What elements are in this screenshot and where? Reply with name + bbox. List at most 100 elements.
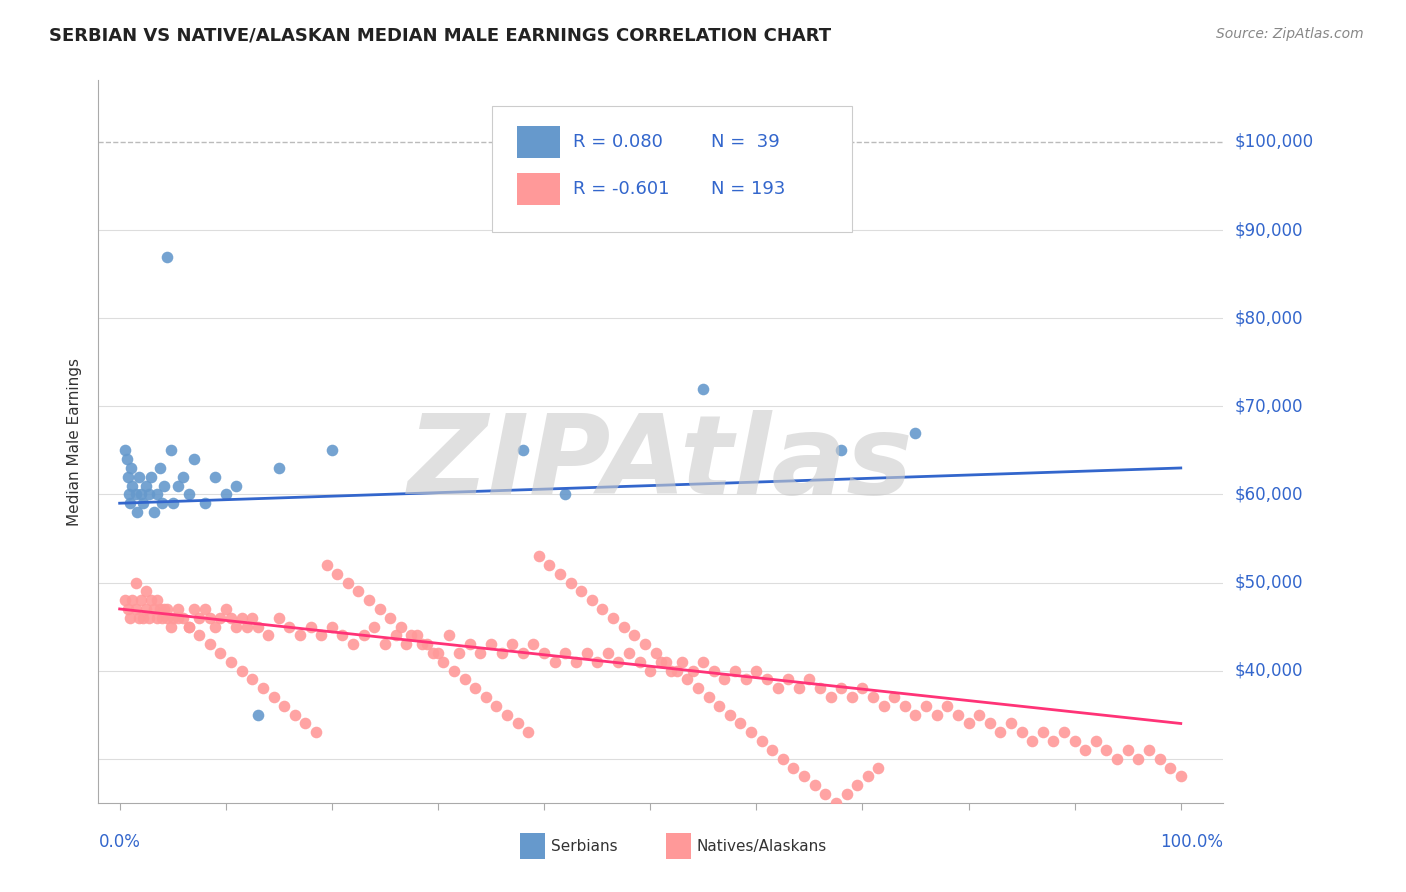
Point (368, 602, 391, 616)
Text: $90,000: $90,000 (1234, 221, 1303, 239)
Point (671, 655, 693, 669)
Point (565, 655, 588, 669)
Point (512, 646, 534, 660)
Point (416, 637, 439, 651)
Point (650, 655, 672, 669)
Point (315, 558, 337, 572)
Point (288, 628, 311, 642)
Point (309, 628, 332, 642)
Point (686, 681, 709, 696)
Point (156, 611, 179, 625)
Text: 0.0%: 0.0% (98, 833, 141, 851)
Point (299, 619, 322, 633)
Point (793, 769, 815, 783)
Point (957, 716, 980, 731)
Point (665, 664, 688, 678)
Point (120, 496, 142, 510)
Point (215, 602, 238, 616)
Point (808, 681, 831, 696)
Point (1000, 716, 1022, 731)
Point (638, 664, 661, 678)
Point (1042, 734, 1064, 748)
Point (138, 611, 160, 625)
Point (846, 778, 869, 792)
Point (432, 655, 454, 669)
Point (835, 787, 858, 801)
Point (814, 787, 837, 801)
Point (1137, 743, 1160, 757)
Point (159, 443, 181, 458)
Point (1095, 743, 1118, 757)
Point (225, 619, 247, 633)
Point (193, 496, 215, 510)
Point (162, 496, 184, 510)
Point (682, 664, 704, 678)
Point (120, 611, 142, 625)
Point (167, 478, 190, 492)
Point (142, 505, 165, 519)
FancyBboxPatch shape (517, 126, 560, 158)
Point (204, 470, 226, 484)
Text: ZIPAtlas: ZIPAtlas (408, 409, 914, 516)
Point (830, 681, 852, 696)
Point (1128, 752, 1150, 766)
Point (709, 698, 731, 713)
FancyBboxPatch shape (517, 173, 560, 204)
Text: $100,000: $100,000 (1234, 133, 1313, 151)
Point (661, 664, 683, 678)
Point (841, 690, 863, 704)
Point (149, 602, 172, 616)
Point (1011, 725, 1033, 739)
Point (353, 628, 375, 642)
Point (443, 664, 465, 678)
Point (135, 602, 157, 616)
Point (167, 611, 190, 625)
Point (183, 602, 205, 616)
Point (336, 575, 359, 590)
Point (745, 664, 768, 678)
FancyBboxPatch shape (492, 105, 852, 232)
Text: Source: ZipAtlas.com: Source: ZipAtlas.com (1216, 27, 1364, 41)
Point (135, 478, 157, 492)
Point (278, 619, 301, 633)
Point (830, 443, 852, 458)
Point (782, 760, 804, 774)
Point (544, 655, 567, 669)
Point (628, 655, 651, 669)
Point (411, 637, 433, 651)
Point (915, 698, 938, 713)
Point (321, 619, 343, 633)
Point (332, 628, 354, 642)
Point (405, 628, 427, 642)
Point (219, 611, 242, 625)
Point (1063, 734, 1085, 748)
Point (554, 487, 576, 501)
Point (132, 611, 155, 625)
Point (820, 690, 842, 704)
Text: Natives/Alaskans: Natives/Alaskans (697, 838, 827, 854)
Point (1021, 734, 1043, 748)
Y-axis label: Median Male Earnings: Median Male Earnings (67, 358, 83, 525)
Point (284, 707, 307, 722)
Point (363, 619, 385, 633)
Point (132, 496, 155, 510)
Point (114, 593, 136, 607)
Point (596, 646, 619, 660)
Point (149, 461, 172, 475)
Point (198, 611, 221, 625)
Point (560, 575, 582, 590)
Text: R = -0.601: R = -0.601 (574, 179, 669, 198)
Point (474, 690, 496, 704)
Point (150, 496, 173, 510)
Point (129, 487, 152, 501)
Point (267, 611, 290, 625)
Point (464, 681, 486, 696)
Point (124, 602, 146, 616)
Point (374, 637, 396, 651)
Point (124, 487, 146, 501)
Point (967, 707, 990, 722)
Point (246, 707, 269, 722)
Point (825, 796, 848, 810)
Point (384, 628, 406, 642)
Point (581, 593, 603, 607)
